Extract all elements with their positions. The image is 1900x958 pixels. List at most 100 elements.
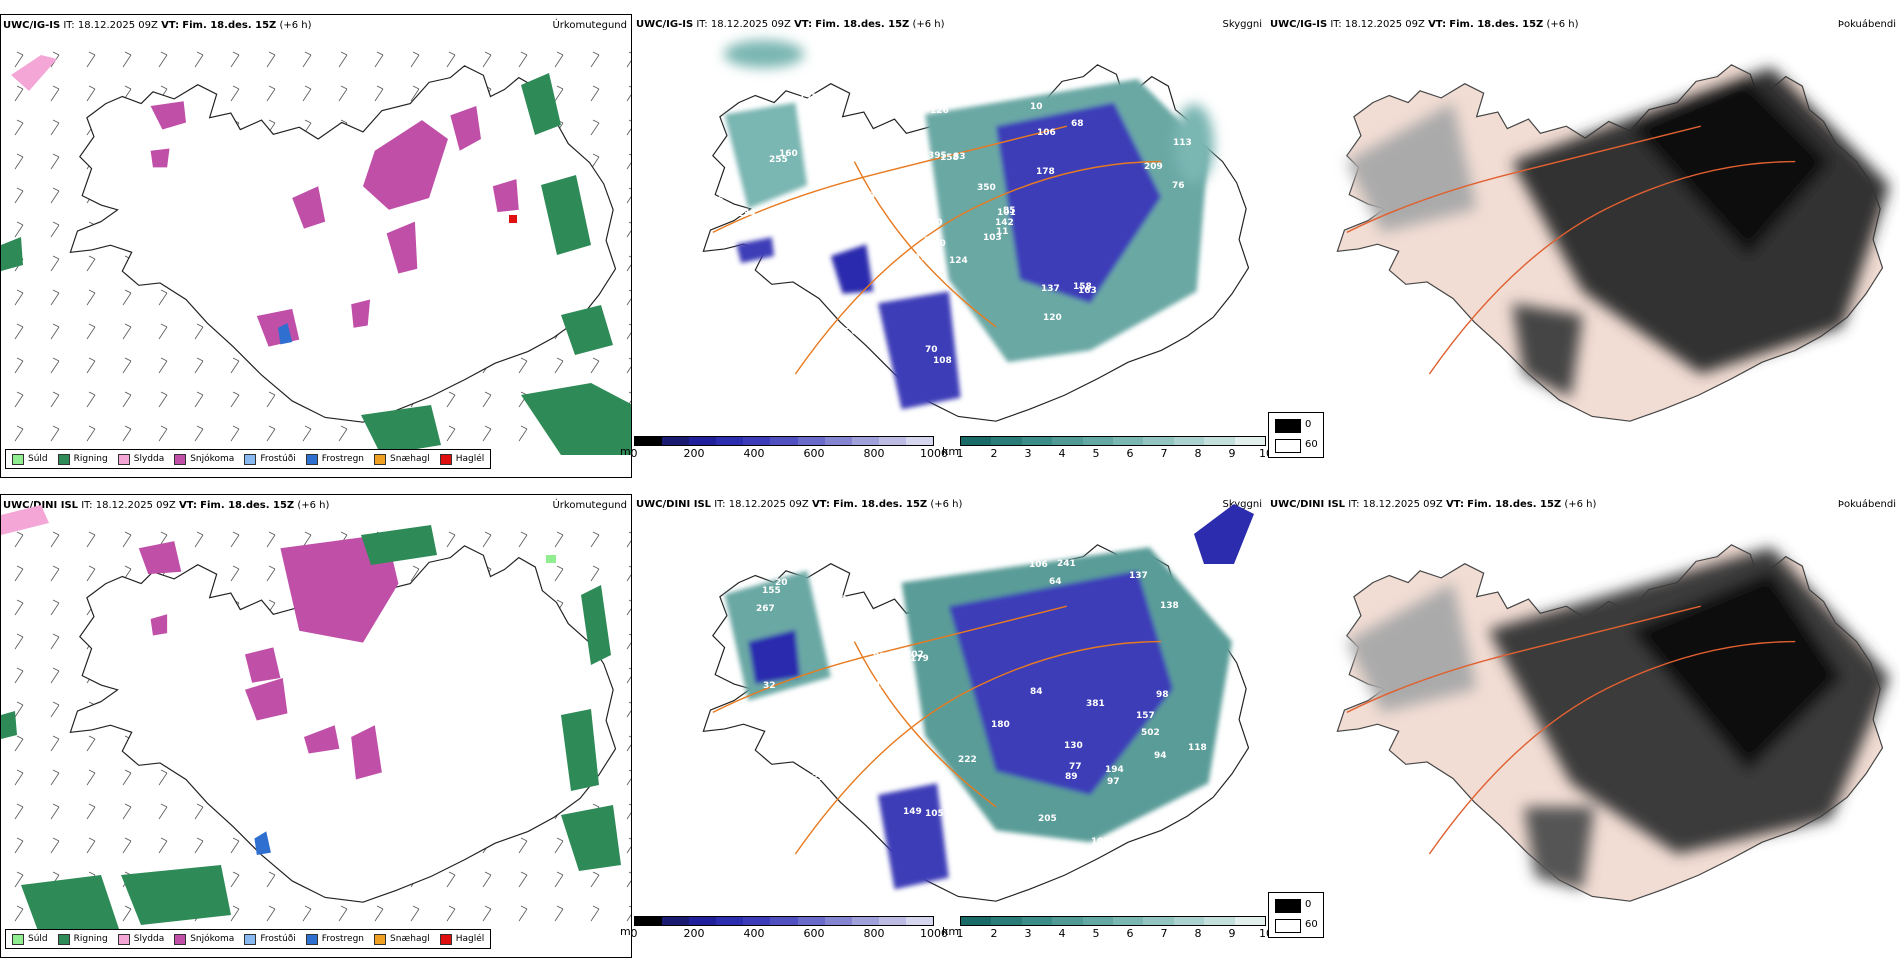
visibility-value-label: 133 <box>1165 387 1184 397</box>
colorbar-tick: 800 <box>863 927 885 940</box>
visibility-value-label: 72 <box>1137 860 1150 870</box>
visibility-value-label: 130 <box>1064 741 1083 751</box>
visibility-value-label: 81 <box>924 236 937 246</box>
visibility-value-label: 222 <box>958 755 977 765</box>
precip-map-svg <box>1 51 631 455</box>
legend-item: Súld <box>12 933 48 945</box>
fog-shading <box>1346 547 1890 890</box>
colorbar-tick: 8 <box>1194 447 1202 460</box>
visibility-value-label: 69 <box>804 711 817 721</box>
colorbar-tick: 200 <box>683 447 705 460</box>
visibility-value-label: 149 <box>903 807 922 817</box>
visibility-value-label: 56 <box>844 322 857 332</box>
visibility-value-label: 97 <box>1107 777 1120 787</box>
visibility-value-label: 265 <box>772 841 791 851</box>
panel-title: Þokuábendi <box>1837 499 1896 510</box>
colorbar-tick: 1000 <box>920 447 948 460</box>
visibility-value-label: 105 <box>925 809 944 819</box>
visibility-value-label: 32 <box>763 681 776 691</box>
visibility-value-label: 77 <box>1069 762 1082 772</box>
panel-title: Skyggni <box>1222 499 1262 510</box>
panel-header: UWC/IG-IS IT: 18.12.2025 09Z VT: Fim. 18… <box>3 20 312 31</box>
visibility-value-label: 88 <box>841 153 854 163</box>
colorbar-tick: 7 <box>1160 927 1168 940</box>
visibility-value-label: 142 <box>995 218 1014 228</box>
visibility-value-label: 205 <box>1038 814 1057 824</box>
colorbar-tick: 6 <box>1126 927 1134 940</box>
visibility-value-label: 124 <box>949 256 968 266</box>
precip-type-map-row0: UWC/IG-IS IT: 18.12.2025 09Z VT: Fim. 18… <box>0 14 632 478</box>
visibility-value-label: 209 <box>1144 162 1163 172</box>
precip-map-svg <box>1 505 631 939</box>
visibility-value-label: 98 <box>1156 690 1169 700</box>
visibility-value-label: 163 <box>1078 286 1097 296</box>
visibility-value-label: 267 <box>756 604 775 614</box>
panel-header: UWC/IG-IS IT: 18.12.2025 09Z VT: Fim. 18… <box>1270 19 1579 30</box>
elevation-colorbar: 0 200 400 600 800 1000 m <box>620 916 948 940</box>
visibility-map-row0: UWC/IG-IS IT: 18.12.2025 09Z VT: Fim. 18… <box>634 14 1266 478</box>
visibility-value-label: 106 <box>1037 128 1056 138</box>
visibility-value-label: 256 <box>890 650 909 660</box>
legend-item: Frostregn <box>305 933 364 945</box>
colorbar-tick: 6 <box>1126 447 1134 460</box>
visibility-value-label: 86 <box>827 586 840 596</box>
visibility-value-label: 79 <box>1004 869 1017 879</box>
visibility-value-label: 27 <box>717 192 730 202</box>
legend-item: Súld <box>12 453 48 465</box>
visibility-value-label: 129 <box>1153 841 1172 851</box>
colorbar-tick: 600 <box>803 927 825 940</box>
visibility-value-label: 157 <box>1136 711 1155 721</box>
visibility-value-label: 212 <box>796 392 815 402</box>
visibility-value-label: 231 <box>951 812 970 822</box>
colorbar-tick: 5 <box>1092 927 1100 940</box>
panel-title: Skyggni <box>1222 19 1262 30</box>
visibility-value-label: 108 <box>933 356 952 366</box>
visibility-value-label: 180 <box>991 720 1010 730</box>
colorbar-tick: 1000 <box>920 927 948 940</box>
visibility-value-label: 138 <box>1160 601 1179 611</box>
visibility-value-label: 241 <box>1057 559 1076 569</box>
colorbar-tick: 600 <box>803 447 825 460</box>
visibility-value-label: 137 <box>1041 284 1060 294</box>
visibility-colorbar: 1 2 3 4 5 6 7 8 9 10 km <box>942 916 1273 940</box>
visibility-map-svg: 130 502 265 10 179 107 61 64 83 79 267 159 155 129 149… <box>702 504 1254 902</box>
visibility-value-label: 101 <box>997 208 1016 218</box>
visibility-value-label: 76 <box>1172 181 1185 191</box>
visibility-value-label: 10 <box>752 358 765 368</box>
visibility-value-label: 395 <box>928 151 947 161</box>
visibility-value-label: 255 <box>769 155 788 165</box>
colorbar-tick: 9 <box>1228 447 1236 460</box>
snow-areas <box>138 534 399 780</box>
visibility-value-label: 19 <box>772 219 785 229</box>
legend-item: Frostregn <box>305 453 364 465</box>
visibility-value-label: 89 <box>1065 772 1078 782</box>
visibility-value-label: 83 <box>873 652 886 662</box>
visibility-value-label: 106 <box>1029 560 1048 570</box>
visibility-value-label: 160 <box>779 149 798 159</box>
colorbar-tick: 7 <box>1160 447 1168 460</box>
precip-legend: Súld Rigning Slydda Snjókoma Frostúði Fr… <box>5 929 492 949</box>
fog-index-map-row0: UWC/IG-IS IT: 18.12.2025 09Z VT: Fim. 18… <box>1268 14 1900 478</box>
visibility-map-row1: UWC/DINI ISL IT: 18.12.2025 09Z VT: Fim.… <box>634 494 1266 958</box>
visibility-value-label: 85 <box>1003 206 1016 216</box>
visibility-value-label: 152 <box>863 723 882 733</box>
visibility-value-label: 133 <box>976 850 995 860</box>
visibility-value-label: 4 <box>774 331 780 341</box>
visibility-value-label: 202 <box>905 650 924 660</box>
visibility-value-label: 137 <box>799 93 818 103</box>
visibility-value-label: 70 <box>925 345 938 355</box>
visibility-value-label: 118 <box>1188 743 1207 753</box>
visibility-value-label: 159 <box>757 713 776 723</box>
visibility-value-label: 116 <box>1126 387 1145 397</box>
fog-map-svg <box>1336 544 1890 902</box>
visibility-value-label: 275 <box>883 189 902 199</box>
visibility-value-label: 98 <box>757 394 770 404</box>
visibility-value-label: 84 <box>1030 687 1043 697</box>
colorbar-tick: 3 <box>1024 447 1032 460</box>
colorbar-tick: 3 <box>1024 927 1032 940</box>
colorbar-tick: 4 <box>1058 927 1066 940</box>
visibility-value-label: 110 <box>817 203 836 213</box>
visibility-value-label: 103 <box>1181 559 1200 569</box>
fog-legend: 0 60 <box>1268 412 1324 458</box>
visibility-value-label: 227 <box>788 324 807 334</box>
